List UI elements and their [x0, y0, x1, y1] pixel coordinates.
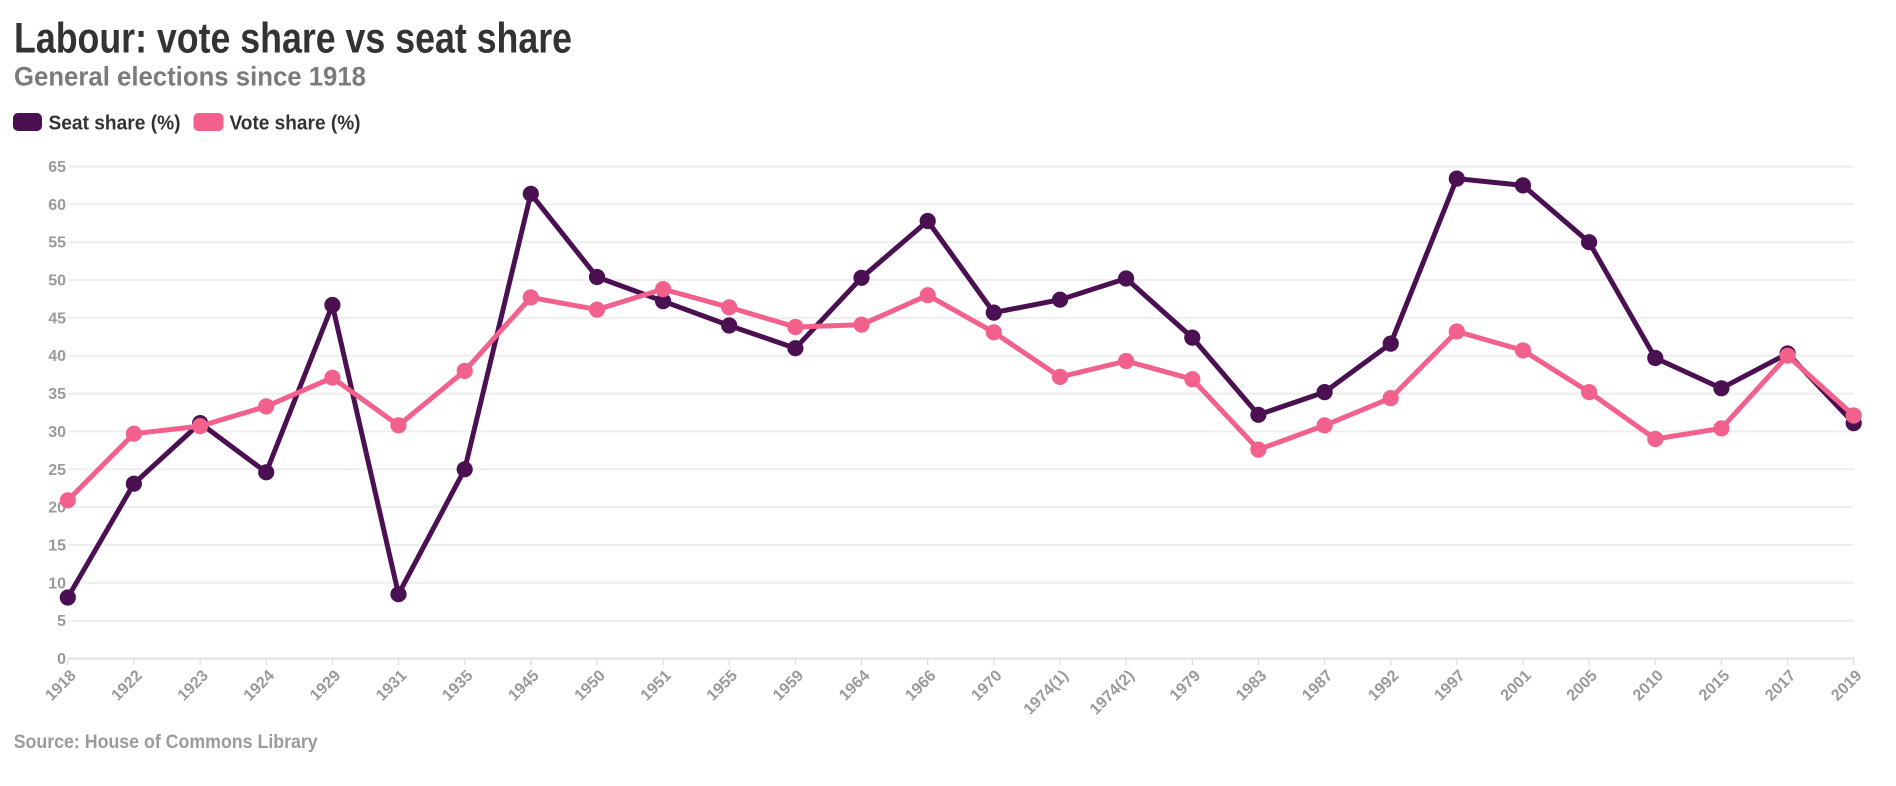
svg-text:Seat share (%): Seat share (%) — [49, 113, 181, 135]
svg-text:Labour: vote share vs seat sha: Labour: vote share vs seat share — [14, 15, 572, 63]
svg-text:Vote share (%): Vote share (%) — [230, 113, 361, 135]
svg-text:40: 40 — [48, 348, 66, 365]
svg-text:30: 30 — [48, 424, 66, 441]
svg-text:60: 60 — [48, 197, 66, 214]
svg-text:10: 10 — [48, 575, 66, 592]
svg-text:15: 15 — [48, 538, 66, 555]
svg-text:0: 0 — [57, 651, 66, 668]
svg-text:55: 55 — [48, 235, 66, 252]
svg-text:45: 45 — [48, 310, 66, 327]
svg-text:65: 65 — [48, 159, 66, 176]
svg-text:35: 35 — [48, 386, 66, 403]
svg-text:General elections since 1918: General elections since 1918 — [14, 62, 366, 92]
svg-text:25: 25 — [48, 462, 66, 479]
svg-text:5: 5 — [57, 613, 66, 630]
svg-text:50: 50 — [48, 273, 66, 290]
svg-text:Source: House of Commons Libra: Source: House of Commons Library — [14, 731, 318, 753]
